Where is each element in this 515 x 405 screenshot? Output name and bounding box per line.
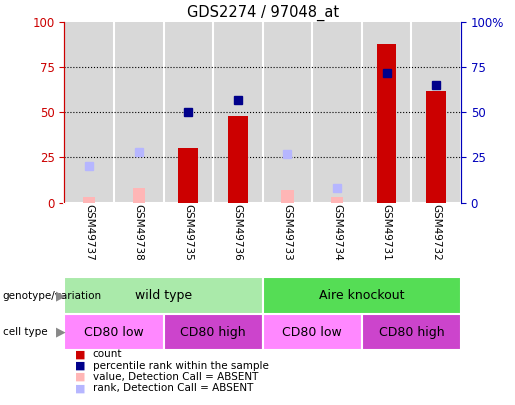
Text: ■: ■: [75, 350, 85, 359]
Text: GSM49735: GSM49735: [183, 204, 193, 261]
Text: CD80 high: CD80 high: [379, 326, 444, 339]
Text: ■: ■: [75, 361, 85, 371]
Bar: [64, 277, 263, 314]
Bar: [263, 314, 362, 350]
Text: genotype/variation: genotype/variation: [3, 291, 101, 301]
Text: percentile rank within the sample: percentile rank within the sample: [93, 361, 269, 371]
Text: ▶: ▶: [56, 326, 65, 339]
Text: count: count: [93, 350, 122, 359]
Bar: [281, 190, 294, 202]
Bar: [263, 277, 461, 314]
Text: GSM49737: GSM49737: [84, 204, 94, 261]
Text: rank, Detection Call = ABSENT: rank, Detection Call = ABSENT: [93, 384, 253, 393]
Text: CD80 low: CD80 low: [84, 326, 144, 339]
Bar: [362, 314, 461, 350]
Text: GSM49734: GSM49734: [332, 204, 342, 261]
Title: GDS2274 / 97048_at: GDS2274 / 97048_at: [186, 5, 339, 21]
Text: ■: ■: [75, 372, 85, 382]
Text: GSM49733: GSM49733: [282, 204, 293, 261]
Bar: [331, 197, 343, 202]
Text: wild type: wild type: [135, 289, 192, 302]
Bar: [228, 116, 248, 202]
Bar: [178, 149, 198, 202]
Bar: [163, 314, 263, 350]
Text: GSM49731: GSM49731: [382, 204, 391, 261]
Text: cell type: cell type: [3, 327, 47, 337]
Text: value, Detection Call = ABSENT: value, Detection Call = ABSENT: [93, 372, 258, 382]
Text: Aire knockout: Aire knockout: [319, 289, 405, 302]
Text: GSM49736: GSM49736: [233, 204, 243, 261]
Bar: [426, 91, 446, 202]
Text: ▶: ▶: [56, 289, 65, 302]
Text: CD80 low: CD80 low: [282, 326, 342, 339]
Bar: [64, 314, 163, 350]
Bar: [83, 197, 95, 202]
Text: GSM49738: GSM49738: [134, 204, 144, 261]
Text: CD80 high: CD80 high: [180, 326, 246, 339]
Text: ■: ■: [75, 384, 85, 393]
Bar: [132, 188, 145, 202]
Bar: [376, 44, 397, 203]
Text: GSM49732: GSM49732: [431, 204, 441, 261]
